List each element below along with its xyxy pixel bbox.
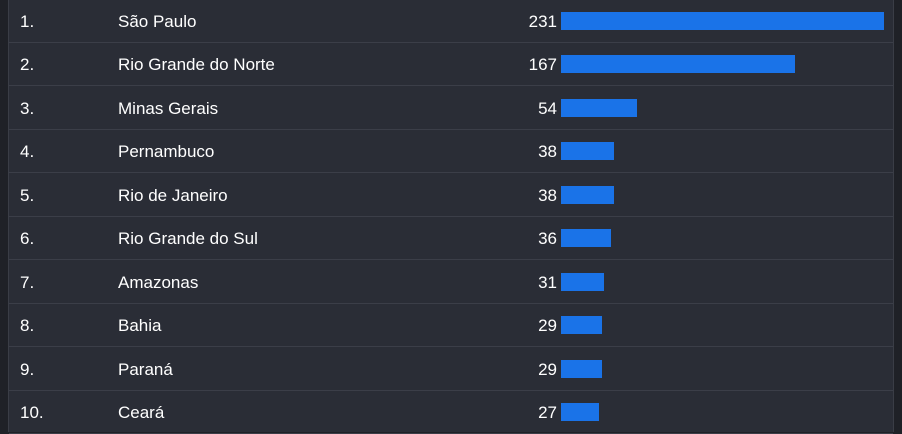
row-count: 36 — [538, 229, 557, 248]
row-bar — [561, 142, 614, 160]
row-count: 38 — [538, 142, 557, 161]
row-name: Amazonas — [118, 272, 199, 292]
row-name: Rio Grande do Norte — [118, 55, 275, 74]
row-count: 38 — [538, 185, 557, 205]
row-bar — [561, 272, 604, 291]
row-bar — [561, 229, 611, 247]
row-bar — [561, 185, 614, 204]
row-bar — [561, 55, 795, 73]
row-count: 29 — [538, 359, 557, 379]
row-rank: 10. — [20, 403, 44, 422]
row-name: Bahia — [118, 316, 162, 335]
row-rank: 8. — [20, 316, 35, 335]
table-row: 2. Rio Grande do Norte 167 — [9, 43, 893, 86]
row-rank: 7. — [20, 272, 35, 292]
row-count: 29 — [538, 316, 557, 335]
row-name: Minas Gerais — [118, 98, 219, 118]
row-count: 31 — [538, 272, 557, 292]
row-bar — [561, 11, 884, 30]
row-name: Pernambuco — [118, 142, 215, 161]
ranking-table: 1. São Paulo 231 2. Rio Grande do Norte … — [8, 0, 894, 434]
row-count: 27 — [538, 403, 557, 422]
row-bar — [561, 98, 637, 117]
row-name: Ceará — [118, 403, 165, 422]
row-rank: 1. — [20, 11, 35, 31]
row-name: São Paulo — [118, 11, 197, 31]
table-row: 10. Ceará 27 — [9, 391, 893, 434]
row-rank: 3. — [20, 98, 35, 118]
table-row: 5. Rio de Janeiro 38 — [9, 174, 893, 217]
row-rank: 2. — [20, 55, 35, 74]
row-name: Paraná — [118, 359, 173, 379]
row-rank: 9. — [20, 359, 35, 379]
row-name: Rio de Janeiro — [118, 185, 228, 205]
table-row: 7. Amazonas 31 — [9, 261, 893, 304]
table-row: 1. São Paulo 231 — [9, 0, 893, 43]
row-bar — [561, 403, 599, 421]
row-rank: 4. — [20, 142, 35, 161]
table-row: 6. Rio Grande do Sul 36 — [9, 217, 893, 260]
row-count: 167 — [528, 55, 557, 74]
table-row: 8. Bahia 29 — [9, 304, 893, 347]
row-count: 54 — [538, 98, 557, 118]
table-row: 3. Minas Gerais 54 — [9, 87, 893, 130]
row-name: Rio Grande do Sul — [118, 229, 258, 248]
row-rank: 5. — [20, 185, 35, 205]
table-row: 4. Pernambuco 38 — [9, 130, 893, 173]
row-rank: 6. — [20, 229, 35, 248]
row-bar — [561, 316, 602, 334]
row-count: 231 — [528, 11, 557, 31]
row-bar — [561, 359, 602, 378]
table-row: 9. Paraná 29 — [9, 348, 893, 391]
